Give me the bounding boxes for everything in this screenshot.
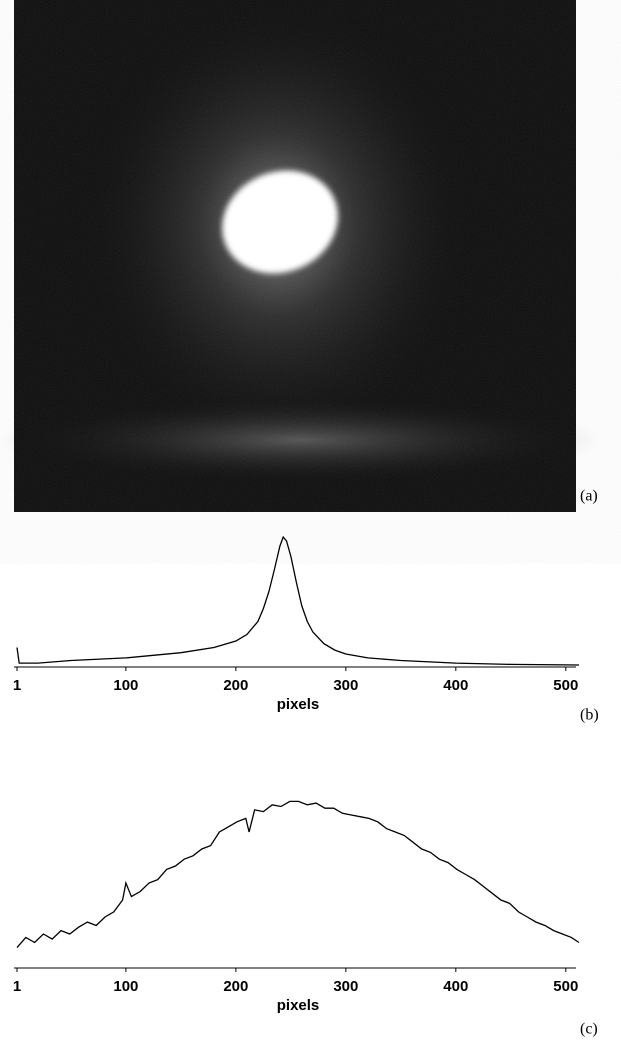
x-tick-label: 100	[113, 978, 138, 995]
x-tick-label: 200	[223, 677, 248, 694]
x-tick-label: 1	[13, 978, 21, 995]
x-axis-label: pixels	[277, 997, 320, 1014]
panel-label: (a)	[580, 488, 598, 505]
profile-line	[16, 800, 580, 949]
camera-image	[0, 0, 600, 512]
x-tick-label: 1	[13, 677, 21, 694]
x-tick-label: 200	[223, 978, 248, 995]
x-tick-label: 500	[553, 978, 578, 995]
panel-label: (b)	[580, 707, 599, 724]
x-axis-label: pixels	[277, 696, 320, 713]
x-tick-label: 100	[113, 677, 138, 694]
x-tick-label: 300	[333, 677, 358, 694]
x-tick-label: 400	[443, 978, 468, 995]
x-tick-label: 500	[553, 677, 578, 694]
x-tick-label: 400	[443, 677, 468, 694]
x-tick-label: 300	[333, 978, 358, 995]
profile-line	[16, 535, 580, 666]
panel-label: (c)	[580, 1021, 598, 1038]
